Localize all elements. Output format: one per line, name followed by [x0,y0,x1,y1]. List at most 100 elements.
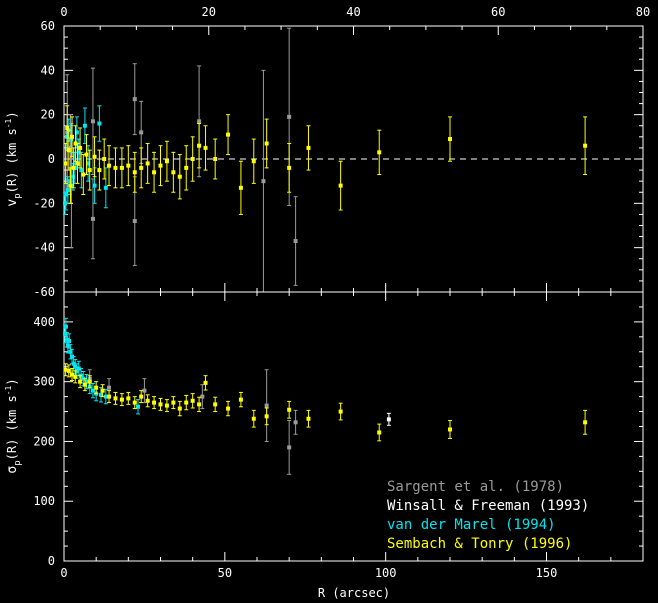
point-marker [145,161,150,166]
data-point [100,384,105,398]
point-marker [78,379,83,384]
point-marker [69,137,74,142]
dispersion-panel: 0 50 100 150 0 100 200 300 400 σp(R) (km s-1) R … [4,291,644,600]
data-point [213,138,218,180]
point-marker [226,132,231,137]
point-marker [70,134,75,139]
data-point [87,375,92,389]
point-marker [70,372,75,377]
point-marker [103,185,108,190]
data-point [190,393,195,409]
data-point [338,402,343,421]
data-point [197,396,202,413]
point-marker [97,121,102,126]
data-point [119,147,124,189]
y-tick-label: -60 [33,285,55,299]
point-marker [386,417,391,422]
data-point [92,136,97,178]
data-point [135,399,140,415]
data-point [139,390,144,404]
point-marker [261,179,266,184]
data-point [158,397,163,411]
data-point [377,423,382,442]
data-point [203,375,208,391]
velocity-axis-label: vp(R) (km s-1) [4,111,23,206]
point-marker [142,388,147,393]
data-point [78,375,83,389]
point-marker [145,398,150,403]
point-marker [73,374,78,379]
y-tick-label: 100 [33,494,55,508]
point-marker [132,219,137,224]
point-marker [306,145,311,150]
point-marker [90,216,95,221]
point-marker [63,367,68,372]
y-tick-label: 60 [41,19,55,33]
y-tick-label: 20 [41,108,55,122]
data-point [70,368,75,381]
point-marker [94,385,99,390]
data-point [73,370,78,384]
axis-label-text: (R) (km s [5,395,19,460]
point-marker [197,119,202,124]
point-marker [107,163,112,168]
point-marker [152,170,157,175]
data-point [107,390,112,404]
point-marker [197,402,202,407]
point-marker [92,183,97,188]
axis-label-subscript: p [13,460,23,465]
point-marker [103,394,108,399]
data-point [287,142,292,193]
point-marker [78,145,83,150]
axis-label-close: ) [5,111,19,118]
data-point [63,363,68,377]
point-marker [152,400,157,405]
point-marker [76,150,81,155]
data-point [139,147,144,189]
data-point [251,409,256,428]
data-point [293,196,298,286]
point-marker [65,343,70,348]
data-point [132,151,137,193]
point-marker [132,170,137,175]
point-marker [203,145,208,150]
point-marker [448,427,452,432]
y-tick-label: 0 [48,152,55,166]
point-marker [213,402,218,407]
legend-entry: Sargent et al. (1978) [387,479,564,495]
point-marker [200,394,205,399]
x-tick-label: 150 [536,566,558,580]
point-marker [238,185,243,190]
top-axis-tick-label: 20 [202,5,216,19]
y-tick-label: 0 [48,554,55,568]
point-marker [377,430,382,435]
point-marker [74,130,79,135]
x-tick-label: 100 [375,566,397,580]
data-point [203,125,208,171]
point-marker [71,361,76,366]
axis-label-close: ) [5,378,19,385]
point-marker [65,125,70,130]
point-marker [82,123,87,128]
point-marker [90,388,95,393]
data-point [238,391,243,408]
y-tick-label: 200 [33,434,55,448]
point-marker [251,159,256,164]
point-marker [82,382,87,387]
data-point [184,145,189,191]
point-marker [100,388,105,393]
point-marker [84,379,89,384]
point-marker [132,400,137,405]
data-point [126,145,131,187]
point-marker [287,114,292,119]
data-point [287,400,292,419]
point-marker [287,407,292,412]
data-point [69,125,74,153]
axis-label-symbol: σ [5,466,20,474]
point-marker [67,339,72,344]
data-point [306,409,311,428]
point-marker [73,364,78,369]
point-marker [583,420,588,425]
point-marker [139,165,144,170]
